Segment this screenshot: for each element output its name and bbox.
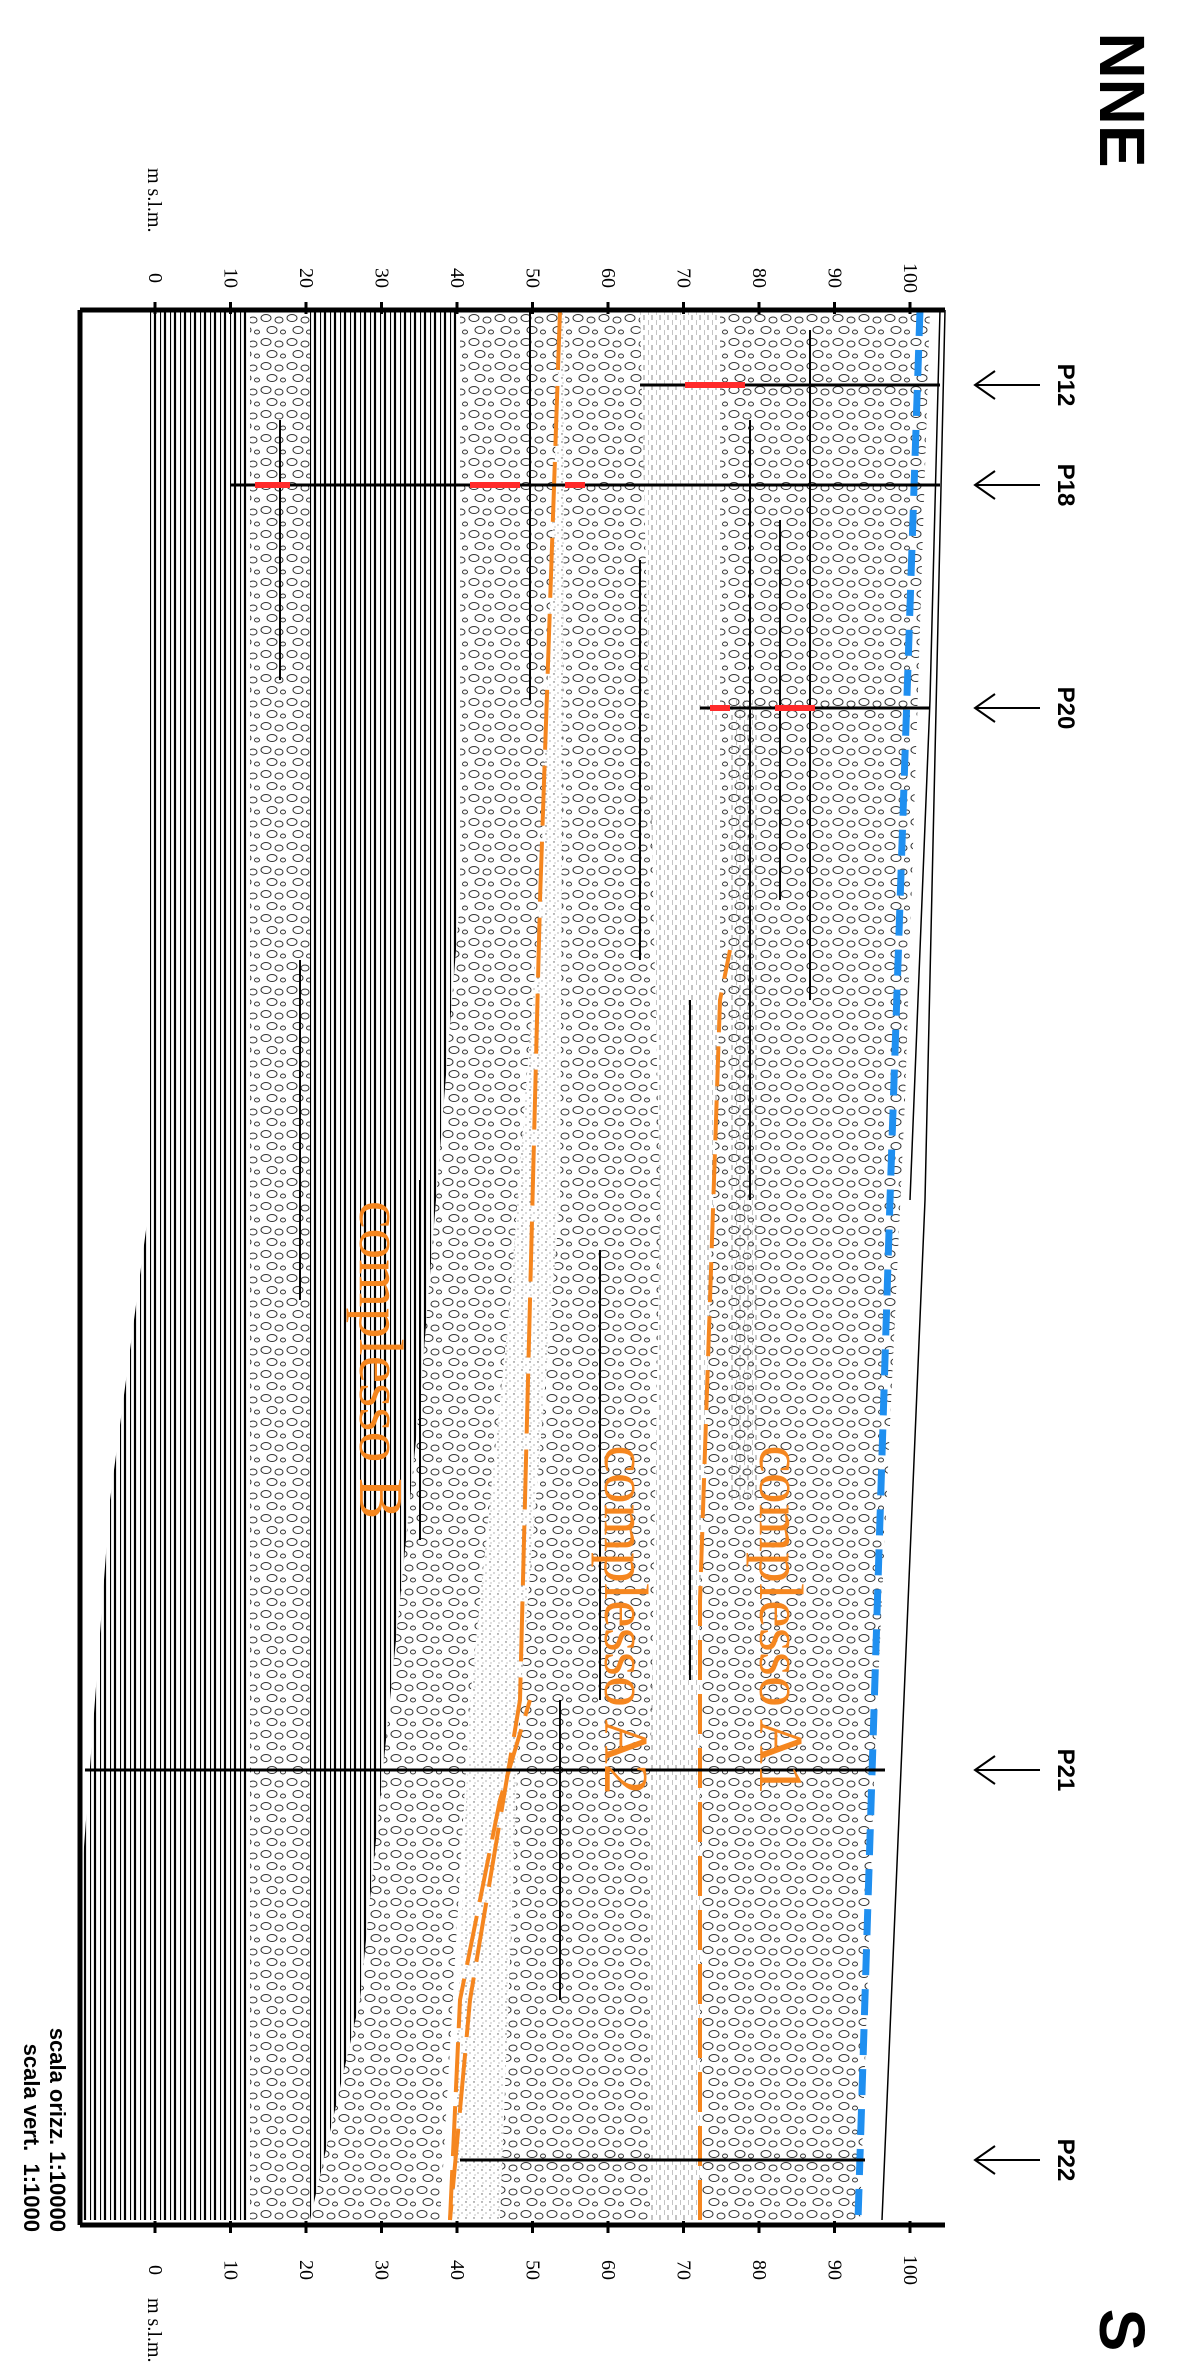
scale-vertical: scala vert. 1:1000 — [19, 2044, 44, 2232]
label-complesso-a2: complesso A2 — [591, 1445, 659, 1795]
tick-label-bottom: 70 — [673, 2260, 695, 2280]
well-label: P12 — [1052, 364, 1079, 407]
tick-label-top: 90 — [824, 268, 846, 288]
well-label: P21 — [1052, 1749, 1079, 1792]
label-complesso-a1: complesso A1 — [746, 1445, 814, 1795]
tick-label-bottom: 30 — [371, 2260, 393, 2280]
tick-label-bottom: 90 — [824, 2260, 846, 2280]
axis-unit-bottom: m s.l.m. — [143, 2298, 165, 2362]
axis-ticks-bottom: 0 10 20 30 40 50 60 70 80 90 100 — [144, 2255, 921, 2285]
silt-band-a1 — [730, 700, 760, 1500]
tick-label-bottom: 50 — [522, 2260, 544, 2280]
well-label: P20 — [1052, 687, 1079, 730]
tick-label-top: 50 — [522, 268, 544, 288]
tick-label-bottom: 20 — [295, 2260, 317, 2280]
axis-unit-top: m s.l.m. — [143, 168, 165, 232]
well-marker-p12: P12 — [975, 364, 1079, 407]
tick-label-top: 60 — [597, 268, 619, 288]
tick-label-bottom: 40 — [446, 2260, 468, 2280]
well-label: P18 — [1052, 464, 1079, 507]
well-marker-p21: P21 — [975, 1749, 1079, 1792]
direction-label-end: S — [1086, 2309, 1158, 2352]
tick-label-bottom: 80 — [748, 2260, 770, 2280]
tick-label-bottom: 0 — [144, 2265, 166, 2275]
well-marker-p20: P20 — [975, 687, 1079, 730]
tick-label-top: 30 — [371, 268, 393, 288]
axis-ticks-top: 0 10 20 30 40 50 60 70 80 90 100 — [144, 263, 921, 293]
well-labels: P12 P18 P20 P21 P22 — [975, 364, 1079, 2182]
well-label: P22 — [1052, 2139, 1079, 2182]
label-complesso-b: complesso B — [346, 1201, 414, 1520]
well-marker-p18: P18 — [975, 464, 1079, 507]
tick-label-top: 100 — [899, 263, 921, 293]
tick-label-bottom: 100 — [899, 2255, 921, 2285]
tick-label-bottom: 60 — [597, 2260, 619, 2280]
tick-label-top: 20 — [295, 268, 317, 288]
tick-label-top: 0 — [144, 273, 166, 283]
well-marker-p22: P22 — [975, 2139, 1079, 2182]
direction-label-start: NNE — [1086, 32, 1158, 167]
tick-label-bottom: 10 — [220, 2260, 242, 2280]
tick-label-top: 80 — [748, 268, 770, 288]
tick-label-top: 40 — [446, 268, 468, 288]
scale-horizontal: scala orizz. 1:10000 — [45, 2028, 70, 2232]
tick-label-top: 10 — [220, 268, 242, 288]
tick-label-top: 70 — [673, 268, 695, 288]
strata — [80, 310, 930, 2220]
